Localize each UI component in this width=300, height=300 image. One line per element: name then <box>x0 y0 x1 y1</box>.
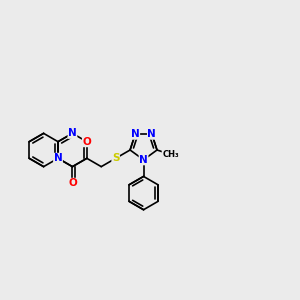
Text: N: N <box>131 129 140 139</box>
Text: O: O <box>68 178 77 188</box>
Text: O: O <box>82 137 91 147</box>
Text: S: S <box>112 153 119 163</box>
Text: N: N <box>68 128 77 138</box>
Text: N: N <box>139 155 148 165</box>
Text: N: N <box>148 129 156 139</box>
Text: CH₃: CH₃ <box>162 150 179 159</box>
Text: N: N <box>54 153 62 163</box>
